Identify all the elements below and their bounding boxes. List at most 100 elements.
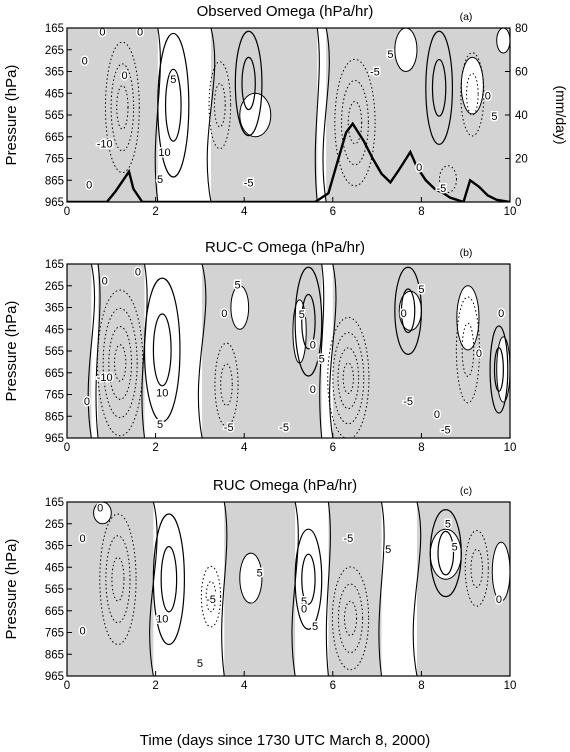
contour-label: -5: [441, 424, 451, 436]
negative-contour: [331, 566, 370, 671]
positive-contour: [294, 266, 323, 377]
y-axis-label: Pressure (hPa): [3, 301, 20, 402]
zero-contour: [378, 502, 385, 676]
contour-label: 5: [312, 621, 318, 633]
y-tick-label: 365: [45, 303, 64, 315]
y-tick-label: 965: [45, 433, 64, 445]
positive-contour: [157, 32, 190, 178]
contour-label: -5: [343, 533, 353, 545]
y-tick-label: 565: [45, 110, 64, 122]
zero-contour: [329, 264, 337, 438]
positive-contour: [431, 58, 447, 117]
y-tick-label: 165: [45, 23, 64, 35]
chart-panel-2: 001050-55505-555501652653654655656657658…: [3, 477, 516, 692]
y-tick-label: 365: [45, 67, 64, 79]
contour-label: 0: [79, 533, 85, 545]
contour-label: 10: [156, 387, 168, 399]
y-tick-label: 765: [45, 390, 64, 402]
shaded-region: [67, 28, 158, 202]
negative-contour: [102, 307, 138, 419]
unshaded-pocket: [456, 285, 480, 351]
negative-contour: [108, 326, 132, 400]
positive-contour: [241, 56, 256, 111]
contour-label: 0: [99, 26, 105, 38]
negative-contour: [116, 85, 129, 130]
contour-label: 5: [452, 542, 458, 554]
positive-contour: [489, 325, 509, 414]
negative-contour: [460, 52, 485, 137]
positive-contour: [429, 509, 462, 598]
x-tick-label: 0: [64, 680, 70, 692]
panel-label: (c): [460, 485, 472, 497]
y2-tick-label: 0: [515, 197, 521, 209]
x-tick-label: 0: [64, 442, 70, 454]
contour-label: -5: [224, 422, 234, 434]
precipitation-line: [67, 121, 510, 202]
negative-contour: [327, 317, 370, 438]
y-tick-label: 165: [45, 497, 64, 509]
figure-xlabel: Time (days since 1730 UTC March 8, 2000): [140, 732, 430, 749]
negative-contour: [208, 61, 232, 150]
negative-contour: [99, 513, 137, 645]
contour-label: 0: [137, 26, 143, 38]
y-tick-label: 365: [45, 541, 64, 553]
positive-contour: [400, 288, 416, 334]
shaded-region: [326, 28, 510, 202]
x-tick-label: 2: [152, 680, 158, 692]
y2-tick-label: 60: [515, 67, 528, 79]
shaded-region: [67, 502, 154, 676]
contour-label: 0: [84, 396, 90, 408]
zero-contour: [325, 502, 331, 676]
y-axis-label: Pressure (hPa): [3, 65, 20, 166]
y-tick-label: 465: [45, 324, 64, 336]
positive-contour: [394, 266, 422, 355]
y-tick-label: 665: [45, 132, 64, 144]
contour-label: 5: [418, 284, 424, 296]
y-tick-label: 565: [45, 346, 64, 358]
contour-label: 0: [79, 625, 85, 637]
panel-layer: 0 000-1010505-55-5050-5165265365465565665…: [3, 3, 569, 692]
x-tick-label: 4: [241, 206, 248, 218]
x-tick-label: 4: [241, 442, 248, 454]
positive-contour: [493, 347, 504, 392]
zero-contour: [87, 264, 96, 438]
negative-contour: [470, 548, 484, 588]
zero-contour: [319, 264, 325, 438]
negative-contour: [343, 600, 358, 636]
positive-contour: [301, 553, 316, 605]
negative-contour: [214, 342, 239, 427]
x-tick-label: 8: [418, 206, 424, 218]
zero-contour: [221, 502, 228, 676]
positive-contour: [160, 545, 178, 613]
negative-contour: [337, 583, 364, 654]
negative-contour: [455, 296, 480, 404]
unshaded-pocket: [93, 502, 112, 525]
positive-contour: [143, 277, 181, 423]
unshaded-pocket: [394, 28, 418, 72]
contour-label: 5: [319, 354, 325, 366]
unshaded-pocket: [491, 541, 510, 602]
contour-label: 5: [157, 174, 163, 186]
unshaded-pocket: [460, 56, 484, 115]
negative-contour: [347, 101, 363, 145]
panel-label: (a): [460, 11, 473, 23]
contour-label: 0: [122, 70, 128, 82]
contour-label: 0: [97, 502, 103, 514]
contour-label: 0: [496, 594, 502, 606]
negative-contour: [220, 363, 233, 407]
y-tick-label: 465: [45, 88, 64, 100]
y-tick-label: 165: [45, 259, 64, 271]
contour-label: -5: [403, 396, 413, 408]
negative-contour: [332, 332, 365, 425]
negative-contour: [200, 565, 222, 628]
contour-label: 0: [221, 308, 227, 320]
x-tick-label: 10: [504, 680, 517, 692]
negative-contour: [96, 289, 144, 437]
negative-contour: [342, 362, 354, 394]
zero-contour: [314, 28, 320, 202]
contour-label: 5: [445, 519, 451, 531]
y-tick-label: 665: [45, 368, 64, 380]
zero-contour: [412, 502, 422, 676]
x-tick-label: 10: [504, 206, 517, 218]
